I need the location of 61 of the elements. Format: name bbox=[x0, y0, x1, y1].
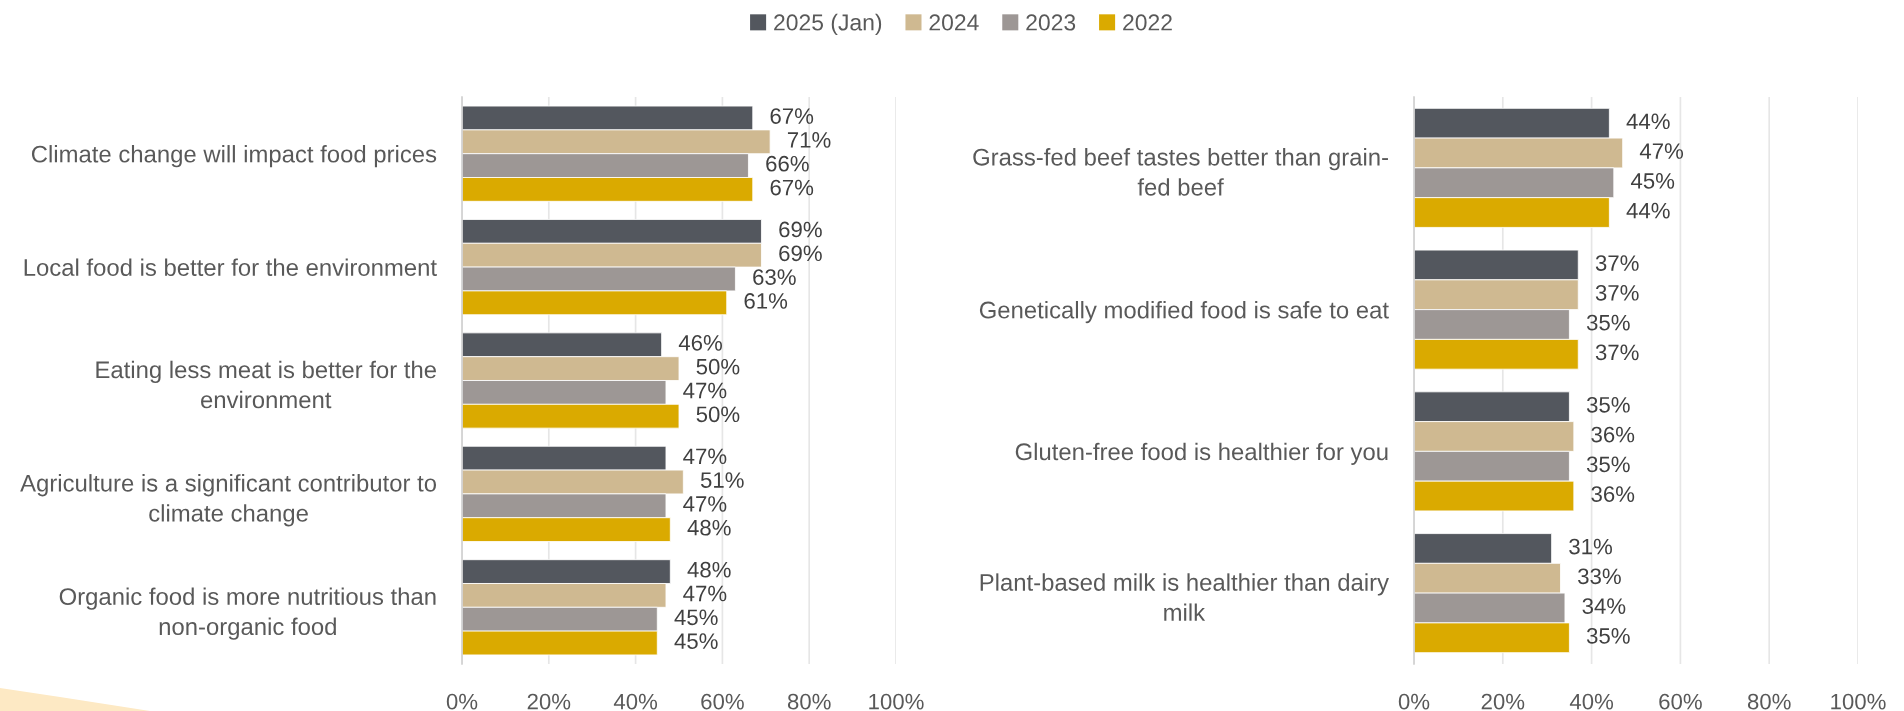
data-label: 35% bbox=[1586, 314, 1630, 331]
x-tick-label: 20% bbox=[527, 693, 571, 710]
y-tick-label: Grass-fed beef tastes better than grain- fed beef bbox=[973, 148, 1388, 196]
y-tick-label: Organic food is more nutritious than non-organic food bbox=[59, 587, 436, 640]
y-tick-label: Plant-based milk is healthier than dairy milk bbox=[980, 573, 1389, 621]
data-label: 47% bbox=[683, 585, 727, 602]
data-label: 37% bbox=[1595, 344, 1639, 361]
data-label: 67% bbox=[770, 108, 814, 124]
data-label: 50% bbox=[696, 406, 740, 423]
y-tick-label: Genetically modified food is safe to eat bbox=[979, 300, 1389, 324]
x-tick-label: 0% bbox=[446, 693, 478, 710]
data-label: 35% bbox=[1586, 628, 1630, 644]
x-tick-label: 40% bbox=[613, 693, 658, 710]
y-tick-label: Local food is better for the environment bbox=[24, 258, 437, 276]
x-tick-label: 100% bbox=[1831, 693, 1886, 710]
data-label: 51% bbox=[700, 472, 744, 488]
data-label: 69% bbox=[779, 221, 822, 238]
x-tick-label: 60% bbox=[701, 693, 744, 710]
x-tick-label: 40% bbox=[1569, 693, 1614, 710]
data-label: 44% bbox=[1626, 202, 1670, 219]
x-tick-label: 0% bbox=[1398, 693, 1430, 710]
data-label: 44% bbox=[1626, 113, 1670, 130]
data-label: 45% bbox=[674, 609, 718, 626]
data-label: 37% bbox=[1595, 255, 1639, 271]
data-label: 46% bbox=[678, 335, 722, 351]
data-label: 50% bbox=[696, 358, 740, 375]
data-label: 61% bbox=[744, 293, 788, 309]
data-label: 34% bbox=[1582, 598, 1626, 614]
data-label: 47% bbox=[1639, 143, 1684, 159]
x-tick-label: 80% bbox=[787, 693, 831, 710]
data-label: 45% bbox=[1630, 173, 1675, 189]
y-tick-label: Agriculture is a significant contributor to climate change bbox=[20, 474, 437, 527]
y-tick-label: Eating less meat is better for the environment bbox=[96, 360, 436, 409]
data-label: 67% bbox=[770, 179, 814, 196]
data-label: 36% bbox=[1591, 426, 1635, 443]
data-label: 47% bbox=[683, 382, 727, 399]
data-label: 71% bbox=[787, 132, 831, 148]
data-label: 36% bbox=[1591, 486, 1635, 502]
data-label: 35% bbox=[1586, 456, 1630, 473]
data-label: 47% bbox=[683, 496, 727, 512]
x-tick-label: 20% bbox=[1481, 693, 1525, 710]
data-label: 63% bbox=[753, 269, 796, 285]
legend-label: 2023 bbox=[1026, 14, 1076, 31]
data-label: 69% bbox=[779, 245, 822, 262]
data-label: 45% bbox=[674, 633, 718, 649]
legend-label: 2022 bbox=[1123, 14, 1172, 31]
data-label: 66% bbox=[766, 155, 809, 172]
data-label: 48% bbox=[687, 561, 731, 578]
y-tick-label: Gluten-free food is healthier for you bbox=[1015, 442, 1388, 465]
data-label: 35% bbox=[1586, 396, 1630, 413]
x-tick-label: 80% bbox=[1747, 693, 1791, 710]
data-label: 47% bbox=[683, 448, 727, 465]
x-tick-label: 60% bbox=[1659, 693, 1702, 710]
data-label: 33% bbox=[1578, 568, 1621, 585]
legend-label: 2025 (Jan) bbox=[774, 13, 882, 36]
y-tick-label: Climate change will impact food prices bbox=[31, 145, 437, 168]
data-label: 31% bbox=[1569, 538, 1612, 555]
legend-label: 2024 bbox=[929, 14, 979, 31]
data-label: 37% bbox=[1595, 284, 1639, 301]
data-label: 48% bbox=[687, 519, 731, 536]
x-tick-label: 100% bbox=[869, 693, 924, 710]
